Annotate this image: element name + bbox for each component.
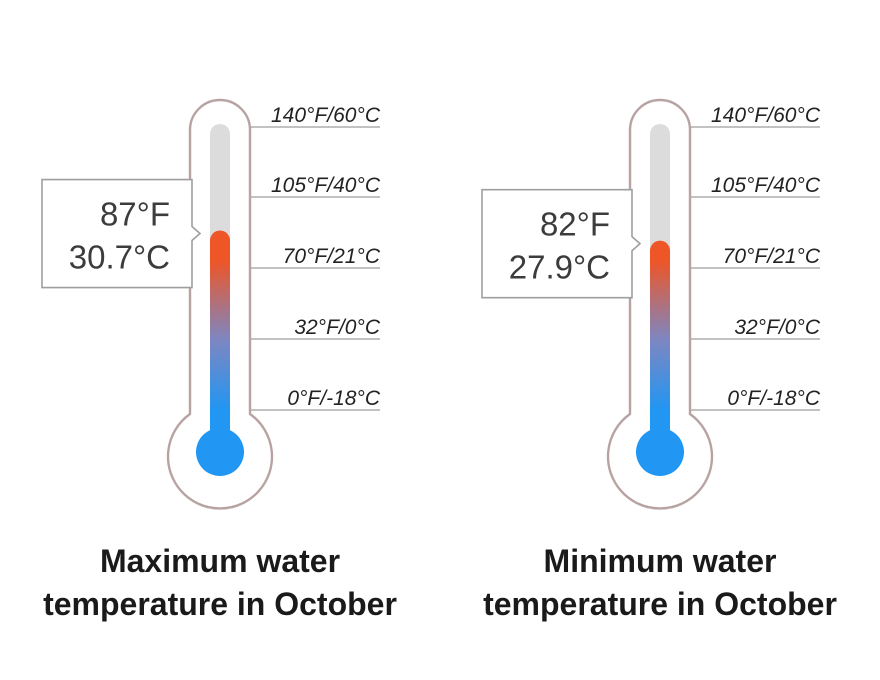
- tick-label: 140°F/60°C: [271, 104, 381, 127]
- caption-maximum-line2: temperature in October: [43, 586, 397, 622]
- caption-minimum-line1: Minimum water: [543, 543, 777, 579]
- tick-label: 70°F/21°C: [723, 245, 821, 268]
- tick-label: 0°F/-18°C: [727, 387, 820, 410]
- mercury-column: [210, 230, 230, 448]
- tick-label: 105°F/40°C: [271, 174, 381, 197]
- thermometer-maximum: 140°F/60°C 105°F/40°C 70°F/21°C 32°F/0°C 0°F…: [41, 98, 381, 510]
- value-label-fahrenheit: 87°F: [100, 196, 170, 233]
- tick-label: 32°F/0°C: [734, 316, 820, 339]
- caption-minimum: Minimum water temperature in October: [450, 540, 870, 626]
- thermometer-bulb: [196, 428, 244, 476]
- value-label-celsius: 27.9°C: [509, 249, 610, 286]
- thermometer-minimum: 140°F/60°C 105°F/40°C 70°F/21°C 32°F/0°C 0°F…: [481, 98, 821, 510]
- mercury-column: [650, 240, 670, 448]
- caption-maximum-line1: Maximum water: [99, 543, 341, 579]
- tick-label: 140°F/60°C: [711, 104, 821, 127]
- tick-label: 32°F/0°C: [294, 316, 380, 339]
- value-label-celsius: 30.7°C: [69, 239, 170, 276]
- caption-minimum-line2: temperature in October: [483, 586, 837, 622]
- tick-label: 0°F/-18°C: [287, 387, 380, 410]
- caption-maximum: Maximum water temperature in October: [10, 540, 430, 626]
- value-callout: [481, 188, 642, 299]
- tick-label: 105°F/40°C: [711, 174, 821, 197]
- thermometer-bulb: [636, 428, 684, 476]
- value-callout: [41, 178, 202, 289]
- tick-label: 70°F/21°C: [283, 245, 381, 268]
- value-label-fahrenheit: 82°F: [540, 206, 610, 243]
